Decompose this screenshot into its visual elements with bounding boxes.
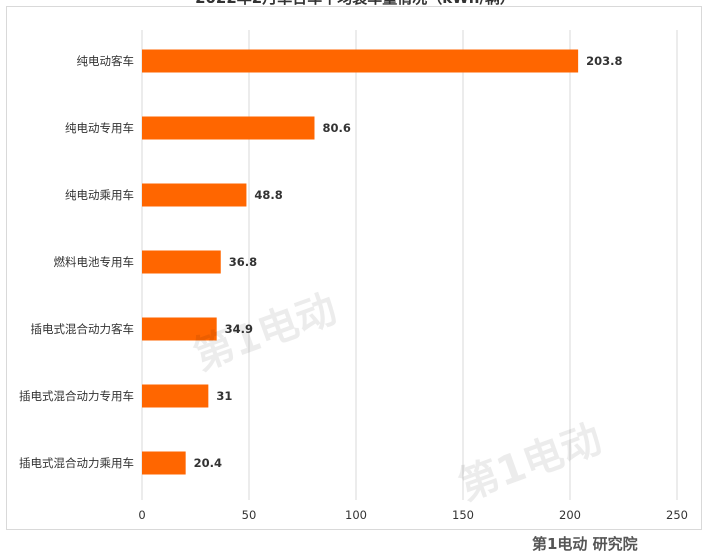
chart-title: 2022年2月单台车平均装车量情况（kWh/辆）: [0, 0, 710, 8]
category-label: 插电式混合动力专用车: [19, 389, 134, 403]
category-label: 纯电动客车: [77, 54, 135, 68]
bar: [142, 116, 315, 140]
x-tick-label: 0: [138, 508, 145, 522]
bar: [142, 317, 217, 341]
bar: [142, 250, 221, 274]
data-label: 80.6: [322, 121, 350, 135]
category-label: 燃料电池专用车: [54, 255, 135, 269]
x-tick-label: 150: [452, 508, 474, 522]
data-label: 36.8: [229, 255, 257, 269]
bar: [142, 384, 209, 408]
data-label: 203.8: [586, 54, 622, 68]
bar: [142, 451, 186, 475]
data-label: 31: [216, 389, 232, 403]
data-label: 20.4: [194, 456, 222, 470]
category-label: 纯电动专用车: [65, 121, 134, 135]
x-tick-label: 200: [559, 508, 581, 522]
data-label: 34.9: [225, 322, 253, 336]
x-tick-label: 50: [242, 508, 257, 522]
bar: [142, 183, 247, 207]
x-tick-label: 100: [345, 508, 367, 522]
x-tick-label: 250: [666, 508, 688, 522]
category-label: 插电式混合动力客车: [31, 322, 135, 336]
category-label: 插电式混合动力乘用车: [19, 456, 134, 470]
category-label: 纯电动乘用车: [65, 188, 134, 202]
bar: [142, 49, 579, 73]
footer-brand: 第1电动 研究院: [532, 535, 638, 553]
chart-frame: [6, 6, 702, 530]
data-label: 48.8: [254, 188, 282, 202]
